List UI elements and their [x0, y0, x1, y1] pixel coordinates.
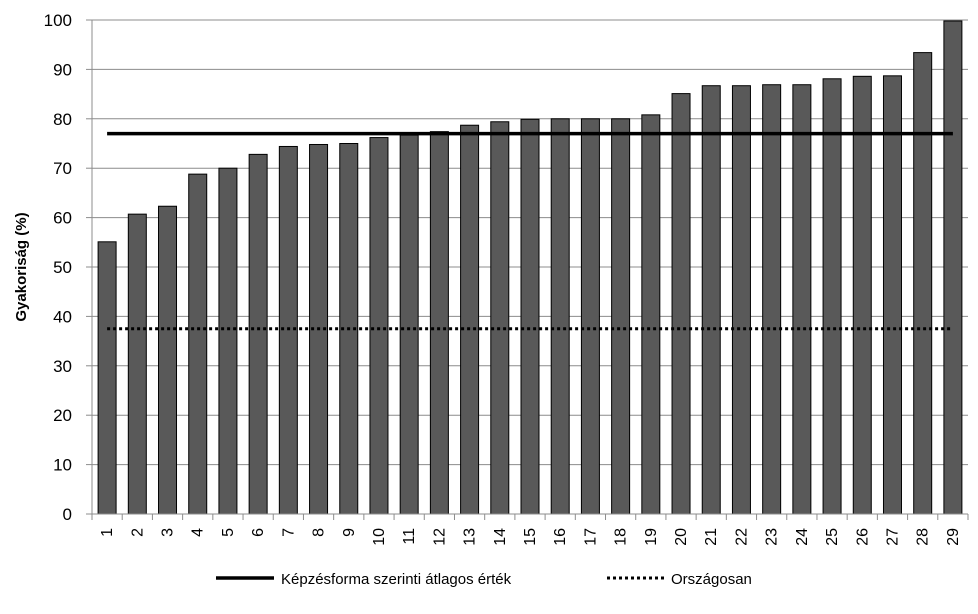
y-tick-label: 50	[53, 258, 72, 277]
x-tick-label: 3	[160, 528, 177, 537]
legend-label-average: Képzésforma szerinti átlagos érték	[281, 571, 512, 588]
x-tick-label: 15	[522, 528, 539, 546]
x-tick-label: 5	[220, 528, 237, 537]
bar	[158, 205, 178, 515]
bar	[731, 85, 751, 515]
x-tick-label: 7	[280, 528, 297, 537]
bar	[701, 85, 721, 515]
y-tick-label: 40	[53, 307, 72, 326]
x-tick-labels: 1 2 3 4 5 6 7 8 9 10 11 12 13 14 15 16 17 18 19 20 21 22 23 24 2…	[99, 528, 962, 546]
bar	[852, 75, 872, 515]
bar	[792, 84, 812, 515]
bar	[127, 213, 147, 515]
bar	[882, 75, 902, 515]
bar	[943, 20, 963, 515]
x-tick-label: 28	[915, 528, 932, 546]
x-tick-label: 11	[401, 528, 418, 545]
bar	[913, 52, 933, 515]
x-tick-label: 23	[764, 528, 781, 546]
legend: Képzésforma szerinti átlagos érték Orszá…	[216, 571, 752, 588]
bar	[611, 118, 631, 515]
y-tick-label: 80	[53, 110, 72, 129]
x-tick-label: 29	[945, 528, 962, 546]
y-tick-label: 60	[53, 209, 72, 228]
x-tick-label: 8	[311, 528, 328, 537]
bar	[399, 134, 419, 515]
x-tick-label: 24	[794, 528, 811, 546]
x-tick-label: 14	[492, 528, 509, 546]
x-tick-label: 21	[703, 528, 720, 546]
y-tick-label: 0	[63, 505, 72, 524]
x-tick-label: 13	[462, 528, 479, 546]
legend-label-national: Országosan	[671, 571, 752, 588]
bar	[822, 78, 842, 515]
x-tick-label: 10	[371, 528, 388, 546]
x-tick-label: 2	[129, 528, 146, 537]
y-tick-label: 90	[53, 60, 72, 79]
bar	[520, 118, 540, 515]
y-tick-label: 10	[53, 456, 72, 475]
x-tick-label: 25	[824, 528, 841, 546]
x-tick-label: 16	[552, 528, 569, 546]
bars	[97, 20, 963, 515]
x-tick-label: 27	[884, 528, 901, 546]
y-tick-label: 20	[53, 406, 72, 425]
x-tick-label: 12	[431, 528, 448, 546]
bar	[490, 121, 510, 515]
bar	[550, 118, 570, 515]
x-tick-label: 26	[854, 528, 871, 546]
bar	[429, 131, 449, 515]
axes	[91, 20, 968, 515]
x-tick-label: 18	[613, 528, 630, 546]
x-tick-label: 17	[582, 528, 599, 546]
bar	[671, 93, 691, 515]
x-tick-label: 9	[341, 528, 358, 537]
bar	[641, 114, 661, 515]
bar	[97, 241, 117, 515]
y-tick-label: 100	[44, 11, 72, 30]
y-axis-label: Gyakoriság (%)	[13, 212, 30, 321]
x-tick-label: 22	[733, 528, 750, 546]
y-tick-label: 30	[53, 357, 72, 376]
x-tick-label: 19	[643, 528, 660, 546]
bar	[218, 167, 238, 515]
bar	[369, 137, 389, 515]
x-tick-label: 6	[250, 528, 267, 537]
bar	[580, 118, 600, 515]
x-tick-label: 4	[190, 528, 207, 537]
x-tick-label: 1	[99, 528, 116, 537]
bar	[460, 124, 480, 515]
y-tick-label: 70	[53, 159, 72, 178]
reference-lines	[107, 131, 953, 331]
bar	[248, 153, 268, 515]
bar	[762, 84, 782, 515]
x-tick-label: 20	[673, 528, 690, 546]
bar	[188, 173, 208, 515]
y-tick-labels: 0 10 20 30 40 50 60 70 80 90 100	[44, 11, 72, 524]
